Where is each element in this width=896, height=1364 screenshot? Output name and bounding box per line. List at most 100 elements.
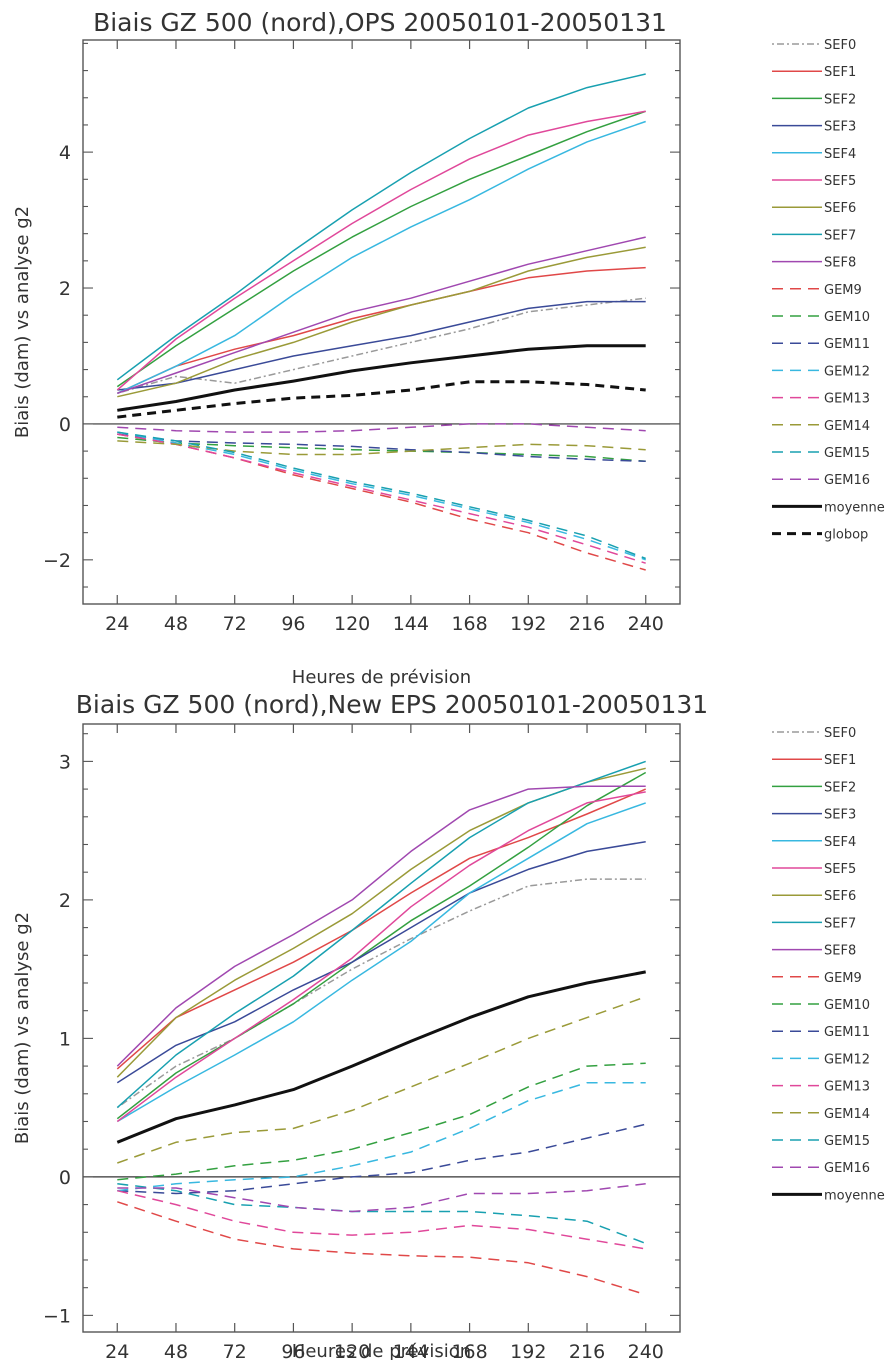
x-tick-label: 96 — [281, 1341, 305, 1360]
legend-label: moyenne — [824, 500, 885, 515]
legend-label: GEM12 — [824, 1052, 870, 1067]
legend-label: SEF8 — [824, 256, 856, 271]
series-line-gem15 — [117, 1183, 646, 1245]
chart-title: Biais GZ 500 (nord),OPS 20050101-2005013… — [93, 8, 667, 37]
legend-label: SEF2 — [824, 780, 856, 795]
legend-label: SEF5 — [824, 174, 856, 189]
series-line-sef5 — [116, 791, 646, 1123]
series-line-sef3 — [116, 840, 646, 1084]
x-tick-label: 192 — [510, 1341, 546, 1360]
legend-label: SEF1 — [824, 753, 856, 768]
series-line-gem13 — [117, 1189, 646, 1250]
series-line-sef7 — [116, 760, 646, 1109]
legend-label: SEF2 — [824, 92, 856, 107]
chart-title: Biais GZ 500 (nord),New EPS 20050101-200… — [76, 690, 708, 719]
x-tick-label: 144 — [393, 613, 429, 635]
series-line-sef3 — [117, 300, 646, 391]
x-tick-label: 48 — [164, 613, 188, 635]
series-line-gem11 — [117, 1123, 646, 1195]
legend-label: SEF4 — [824, 835, 856, 850]
x-tick-label: 216 — [569, 613, 605, 635]
y-tick-label: 2 — [59, 278, 71, 300]
series-line-sef8 — [116, 785, 646, 1067]
legend-label: SEF4 — [824, 147, 856, 162]
series-line-sef4 — [116, 802, 646, 1123]
series-line-sef4 — [116, 120, 646, 394]
x-tick-label: 72 — [223, 613, 247, 635]
y-tick-label: −1 — [43, 1305, 71, 1327]
legend-label: GEM13 — [824, 1080, 870, 1095]
series-line-sef6 — [116, 767, 646, 1078]
legend-label: SEF8 — [824, 944, 856, 959]
plot-frame — [82, 723, 681, 1333]
legend-label: GEM11 — [824, 1025, 870, 1040]
legend-label: GEM10 — [824, 310, 870, 325]
legend-label: SEF0 — [824, 726, 856, 741]
series-line-moyenne — [116, 970, 646, 1144]
legend-label: globop — [824, 528, 868, 543]
legend-label: GEM11 — [824, 337, 870, 352]
legend-label: GEM13 — [824, 392, 870, 407]
legend-label: SEF5 — [824, 862, 856, 877]
series-line-gem14 — [117, 440, 646, 456]
legend-label: GEM12 — [824, 364, 870, 379]
y-axis-label: Biais (dam) vs analyse g2 — [12, 912, 33, 1144]
y-tick-label: 4 — [59, 142, 71, 164]
series-line-sef0 — [117, 297, 646, 395]
series-line-sef2 — [116, 771, 647, 1120]
chart-top: Biais GZ 500 (nord),OPS 20050101-2005013… — [12, 8, 885, 688]
series-line-gem13 — [117, 433, 646, 564]
series-line-sef0 — [116, 878, 646, 1109]
x-tick-label: 144 — [393, 1341, 429, 1360]
series-line-gem16 — [117, 423, 646, 433]
series-line-gem10 — [117, 436, 646, 463]
series-line-moyenne — [117, 344, 646, 412]
x-tick-label: 168 — [451, 1341, 487, 1360]
series-line-sef5 — [116, 110, 646, 391]
legend-label: SEF0 — [824, 38, 856, 53]
x-tick-label: 120 — [334, 1341, 370, 1360]
legend-label: SEF3 — [824, 120, 856, 135]
series-line-sef6 — [117, 246, 646, 398]
x-tick-label: 24 — [105, 613, 129, 635]
x-tick-label: 192 — [510, 613, 546, 635]
series-line-sef1 — [116, 266, 646, 394]
x-tick-label: 168 — [451, 613, 487, 635]
x-tick-label: 72 — [223, 1341, 247, 1360]
series-line-sef1 — [116, 788, 646, 1070]
series-line-sef2 — [116, 110, 646, 388]
x-tick-label: 240 — [628, 1341, 664, 1360]
legend-label: GEM10 — [824, 998, 870, 1013]
legend-label: SEF6 — [824, 201, 856, 216]
legend-label: SEF1 — [824, 65, 856, 80]
series-line-gem11 — [117, 433, 646, 463]
series-line-gem12 — [117, 1081, 646, 1192]
x-tick-label: 216 — [569, 1341, 605, 1360]
legend-label: SEF3 — [824, 808, 856, 823]
x-axis-label: Heures de prévision — [292, 1341, 471, 1360]
legend-label: moyenne — [824, 1188, 885, 1203]
series-line-gem16 — [117, 1183, 646, 1213]
series-line-gem9 — [117, 1201, 646, 1296]
legend-label: GEM15 — [824, 1134, 870, 1149]
legend-label: SEF7 — [824, 916, 856, 931]
y-tick-label: 3 — [59, 751, 71, 773]
series-line-globop — [117, 380, 646, 419]
y-tick-label: 0 — [59, 1167, 71, 1189]
series-line-sef7 — [116, 73, 646, 381]
plot-frame — [82, 39, 681, 605]
y-tick-label: −2 — [43, 550, 71, 572]
y-tick-label: 0 — [59, 414, 71, 436]
y-tick-label: 1 — [59, 1028, 71, 1050]
legend-label: GEM15 — [824, 446, 870, 461]
y-tick-label: 2 — [59, 890, 71, 912]
y-axis-label: Biais (dam) vs analyse g2 — [12, 206, 33, 438]
legend-label: SEF7 — [824, 228, 856, 243]
x-tick-label: 96 — [281, 613, 305, 635]
series-line-gem15 — [117, 431, 646, 560]
series-line-gem14 — [117, 996, 646, 1164]
series-line-gem10 — [117, 1062, 646, 1181]
x-tick-label: 24 — [105, 1341, 129, 1360]
